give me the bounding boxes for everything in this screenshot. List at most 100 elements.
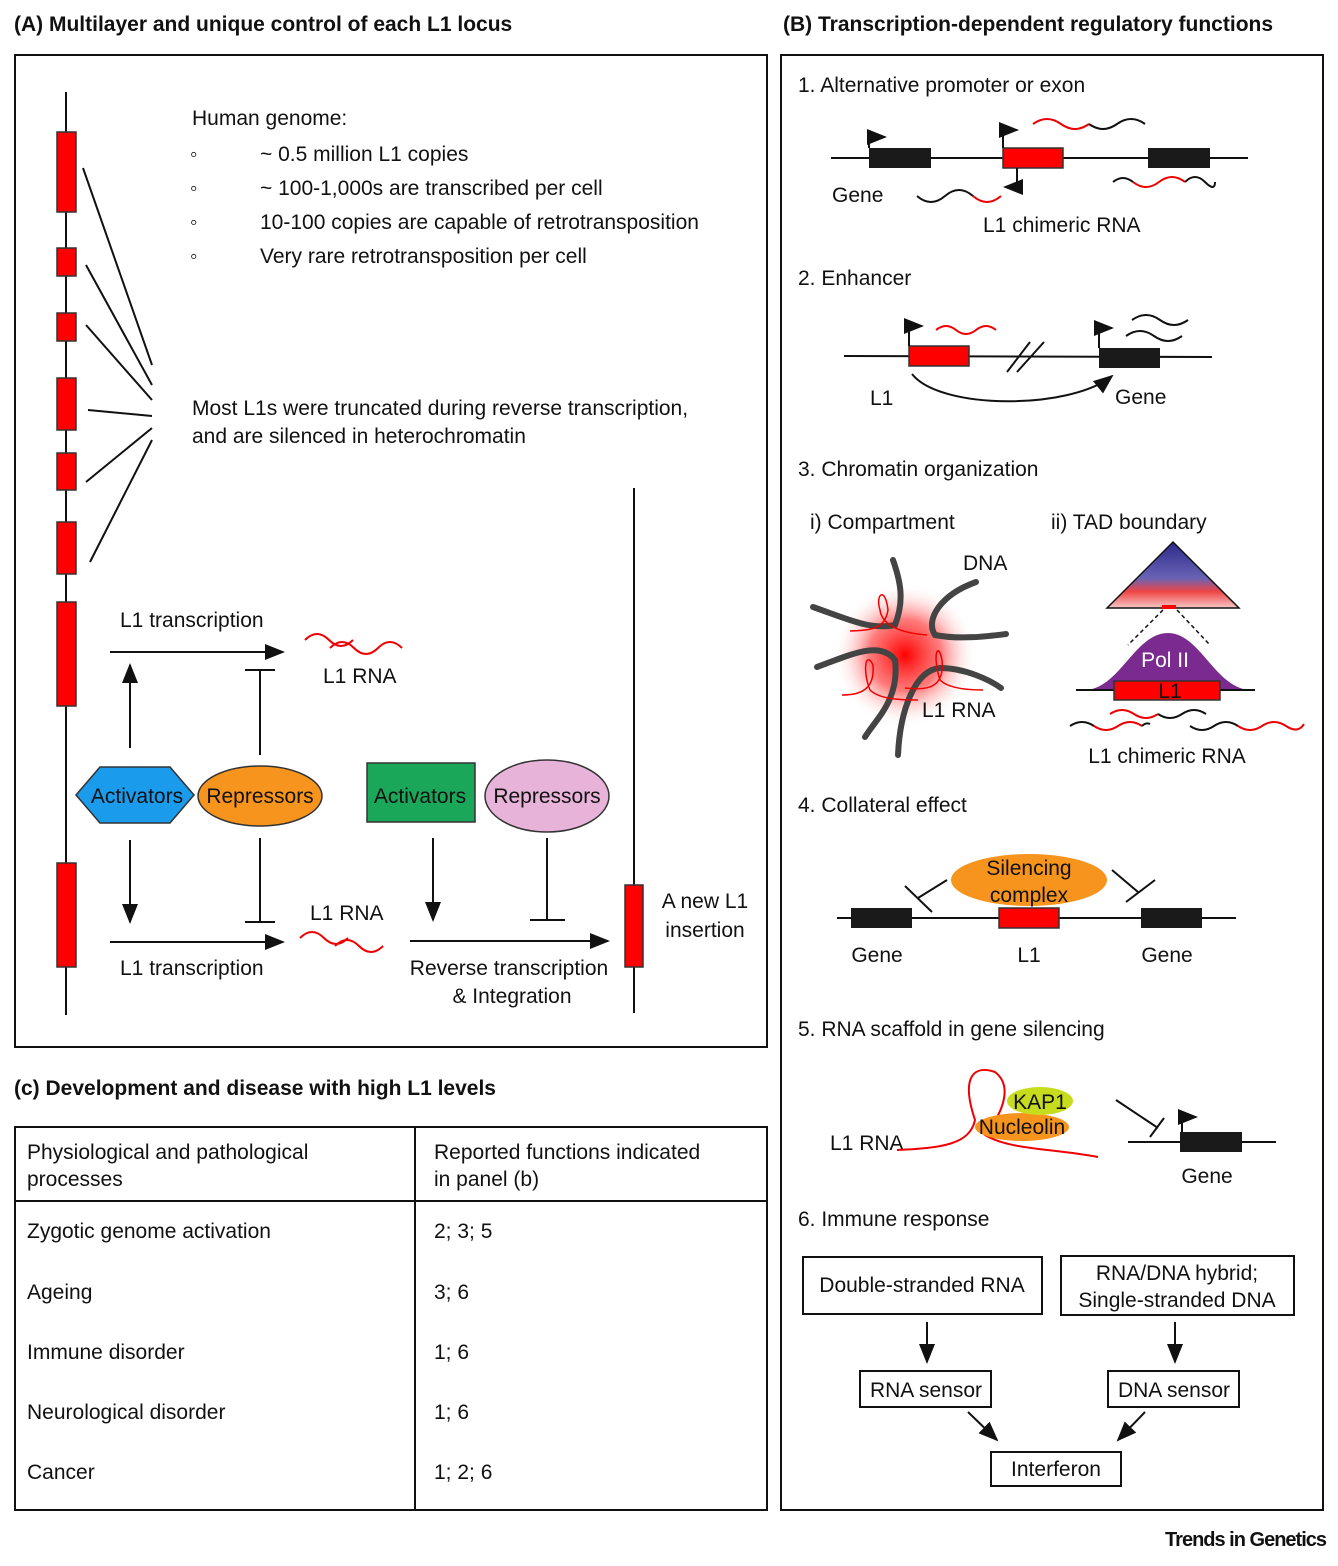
panel-a: (A) Multilayer and unique control of eac…: [14, 13, 768, 1048]
complex-label-2: complex: [990, 884, 1069, 907]
table-row: Neurological disorder 1; 6: [27, 1401, 469, 1424]
repress-up-inhibitor: [245, 669, 275, 755]
s1-rna-label: L1 chimeric RNA: [983, 214, 1141, 237]
compartment-illustration: [810, 557, 1009, 758]
repressors-ellipse-2: [484, 759, 610, 833]
s1-gene-label: Gene: [832, 184, 883, 207]
dna-sensor-label: DNA sensor: [1118, 1379, 1230, 1402]
bottom-rna-label: L1 RNA: [310, 902, 384, 925]
s3-rna-label: L1 RNA: [922, 699, 996, 722]
repressors-label-1: Repressors: [206, 785, 313, 808]
rt-label-2: & Integration: [452, 985, 571, 1008]
rt-label-1: Reverse transcription: [410, 957, 608, 980]
l1-element: [1113, 680, 1221, 701]
panel-a-title: (A) Multilayer and unique control of eac…: [14, 13, 512, 36]
l1-rna-squiggle: [304, 633, 403, 655]
rna-sensor-box: [859, 1370, 992, 1408]
polii-peak: [1086, 633, 1250, 690]
antisense-promoter-arrow-icon: [1003, 168, 1023, 195]
hic-tad-triangle: [1105, 540, 1241, 609]
panel-b-title: (B) Transcription-dependent regulatory f…: [783, 13, 1273, 36]
promoter-arrow-icon: [1178, 1109, 1198, 1132]
nucleolin-protein: [975, 1113, 1069, 1141]
header-col2: Reported functions indicated: [434, 1141, 700, 1164]
kap1-label: KAP1: [1013, 1091, 1067, 1114]
svg-text:◦: ◦: [190, 143, 197, 166]
l1-rna-scaffold: [896, 1068, 1099, 1158]
svg-text:1; 2; 6: 1; 2; 6: [434, 1461, 492, 1484]
hybrid-box: [1060, 1255, 1295, 1316]
promoter-arrow-icon: [999, 122, 1019, 148]
s4-title: 4. Collateral effect: [798, 794, 967, 817]
polii-label: Pol II: [1141, 649, 1189, 672]
s4-l1: L1: [1017, 944, 1040, 967]
inhibit-left-icon: [904, 879, 948, 913]
s3-chimeric-label: L1 chimeric RNA: [1088, 745, 1246, 768]
gene-exon: [1180, 1132, 1242, 1152]
panel-b-frame: [780, 54, 1324, 1511]
s5-gene-label: Gene: [1181, 1165, 1232, 1188]
panel-c-title: (c) Development and disease with high L1…: [14, 1077, 496, 1100]
svg-text:10-100 copies are capable of r: 10-100 copies are capable of retrotransp…: [260, 211, 699, 234]
svg-text:Cancer: Cancer: [27, 1461, 95, 1484]
rna-sensor-label: RNA sensor: [870, 1379, 982, 1402]
l1-loci: [56, 131, 77, 968]
s3-title: 3. Chromatin organization: [798, 458, 1038, 481]
table-row: Immune disorder 1; 6: [27, 1341, 469, 1364]
svg-text:Very rare retrotransposition p: Very rare retrotransposition per cell: [260, 245, 587, 268]
s3-l1-label: L1: [1158, 680, 1181, 703]
truncated-text-2: and are silenced in heterochromatin: [192, 425, 526, 448]
s5-rna-label: L1 RNA: [830, 1132, 904, 1155]
s6-title: 6. Immune response: [798, 1208, 989, 1231]
activators-label-1: Activators: [91, 785, 183, 808]
functions-table: [14, 1126, 768, 1511]
panel-c: (c) Development and disease with high L1…: [14, 1077, 768, 1511]
kap1-protein: [1007, 1087, 1073, 1115]
dna-sensor-box: [1107, 1370, 1240, 1408]
s4-gene-left: Gene: [851, 944, 902, 967]
gene-exon: [1141, 908, 1202, 928]
s1-title: 1. Alternative promoter or exon: [798, 74, 1085, 97]
svg-text:◦: ◦: [190, 211, 197, 234]
gene-exon: [869, 148, 931, 168]
gene-exon: [851, 908, 912, 928]
svg-text:1; 6: 1; 6: [434, 1341, 469, 1364]
activators-hexagon: [75, 766, 195, 824]
l1-element: [998, 907, 1060, 929]
header-col2: in panel (b): [434, 1168, 539, 1191]
insertion-label-1: A new L1: [662, 890, 748, 913]
nucleolin-label: Nucleolin: [979, 1116, 1065, 1139]
svg-text:Zygotic genome activation: Zygotic genome activation: [27, 1220, 271, 1243]
hybrid-label-1: RNA/DNA hybrid;: [1096, 1262, 1258, 1285]
dsrna-label: Double-stranded RNA: [819, 1274, 1024, 1297]
new-l1-insertion-box: [624, 884, 644, 968]
panel-a-frame: [14, 54, 768, 1048]
truncated-text-1: Most L1s were truncated during reverse t…: [192, 397, 688, 420]
s3-dna-label: DNA: [963, 552, 1007, 575]
hybrid-label-2: Single-stranded DNA: [1078, 1289, 1275, 1312]
complex-label-1: Silencing: [986, 857, 1071, 880]
header-col1: processes: [27, 1168, 123, 1191]
dsrna-box: [802, 1256, 1043, 1315]
activators-label-2: Activators: [374, 785, 466, 808]
silencing-complex: [951, 854, 1107, 906]
genome-bullets: ◦ ~ 0.5 million L1 copies ◦ ~ 100-1,000s a…: [190, 143, 699, 268]
svg-text:◦: ◦: [190, 245, 197, 268]
gene-exon: [1148, 148, 1210, 168]
promoter-arrow-icon: [1094, 320, 1114, 348]
break-marks: [1006, 341, 1045, 373]
interferon-label: Interferon: [1011, 1458, 1101, 1481]
genome-heading: Human genome:: [192, 107, 347, 130]
s2-l1-label: L1: [870, 387, 893, 410]
repressors-label-2: Repressors: [493, 785, 600, 808]
s2-gene-label: Gene: [1115, 386, 1166, 409]
table-row: Cancer 1; 2; 6: [27, 1461, 492, 1484]
table-row: Ageing 3; 6: [27, 1281, 469, 1304]
s4-gene-right: Gene: [1141, 944, 1192, 967]
activators-rect: [366, 762, 476, 823]
svg-text:~ 0.5 million L1 copies: ~ 0.5 million L1 copies: [260, 143, 468, 166]
interferon-box: [990, 1451, 1122, 1487]
zoom-dotted-lines: [1127, 609, 1211, 646]
header-col1: Physiological and pathological: [27, 1141, 308, 1164]
